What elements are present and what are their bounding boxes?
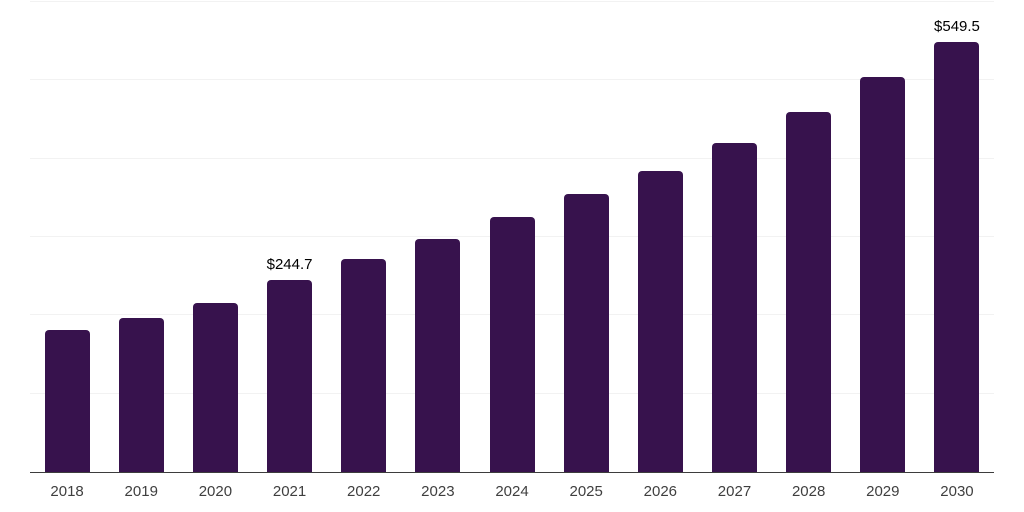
gridline-600: [30, 1, 994, 2]
bar-cell-2023: [401, 2, 475, 472]
x-tick-label-2023: 2023: [421, 483, 455, 500]
value-label-2021: $244.7: [266, 256, 313, 274]
bar-cell-2022: [327, 2, 401, 472]
x-tick-label-2026: 2026: [643, 483, 678, 500]
bar-2030: [934, 41, 980, 472]
bars-container: $244.7 $549.5: [30, 2, 994, 472]
gridline-500: [30, 79, 994, 81]
x-tick-label-2030: 2030: [940, 483, 974, 500]
bar-2019: [118, 318, 164, 472]
bar-cell-2026: [623, 2, 697, 472]
gridline-400: [30, 157, 994, 159]
bar-2021: [267, 280, 313, 472]
bar-2029: [860, 76, 906, 472]
bar-2027: [711, 142, 757, 472]
x-tick-label-2019: 2019: [124, 483, 158, 500]
bar-2026: [637, 170, 683, 472]
bar-cell-2018: [30, 2, 104, 472]
bar-cell-2021: $244.7: [252, 2, 326, 472]
bar-cell-2028: [772, 2, 846, 472]
x-tick-label-2020: 2020: [198, 483, 233, 500]
bar-cell-2020: [178, 2, 252, 472]
bar-cell-2027: [697, 2, 771, 472]
x-tick-label-2018: 2018: [50, 483, 84, 500]
bar-cell-2019: [104, 2, 178, 472]
bar-cell-2030: $549.5: [920, 2, 994, 472]
x-tick-label-2024: 2024: [495, 483, 529, 500]
bar-2028: [786, 111, 832, 472]
bar-2023: [415, 238, 461, 472]
bar-2025: [563, 194, 609, 472]
plot-area: $244.7 $549.5: [30, 1, 994, 473]
x-tick-label-2029: 2029: [866, 483, 900, 500]
x-tick-label-2027: 2027: [717, 483, 752, 500]
bar-cell-2025: [549, 2, 623, 472]
x-axis-labels: 2018 2019 2020 2021 2022 2023 2024 2025 2026 2027…: [30, 483, 994, 500]
bar-2020: [192, 302, 238, 472]
x-tick-label-2025: 2025: [569, 483, 603, 500]
bar-2024: [489, 216, 535, 472]
x-tick-label-2021: 2021: [272, 483, 307, 500]
bar-cell-2029: [846, 2, 920, 472]
value-label-2030: $549.5: [934, 17, 980, 35]
bar-2018: [44, 330, 90, 472]
x-tick-label-2022: 2022: [347, 483, 381, 500]
bar-cell-2024: [475, 2, 549, 472]
bar-2022: [341, 259, 387, 472]
x-tick-label-2028: 2028: [791, 483, 826, 500]
